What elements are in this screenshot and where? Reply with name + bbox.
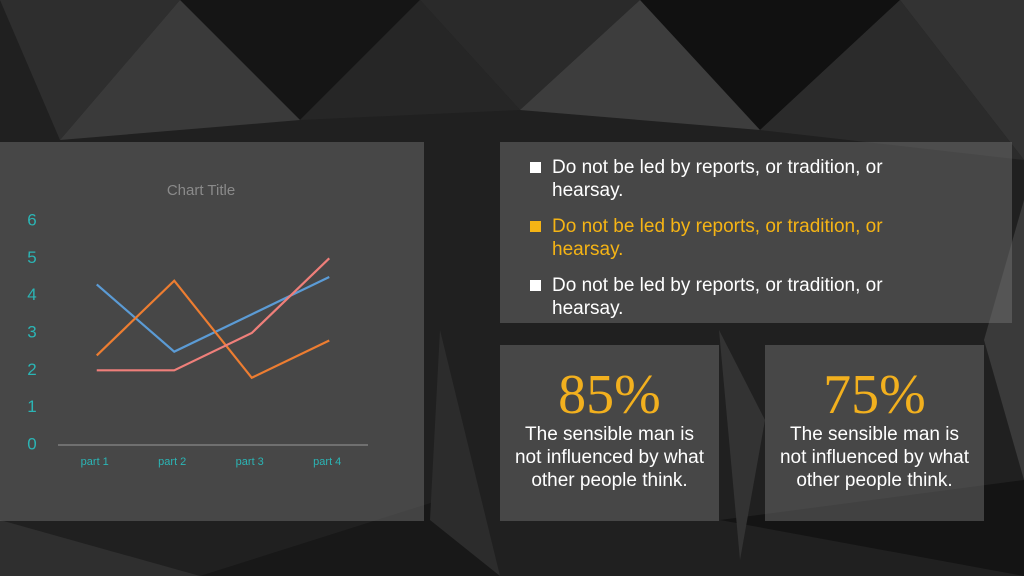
chart: Chart Title 0 1 2 3 4 5 6 part 1 part 2 part 3 par… — [27, 182, 368, 468]
stat-value: 85% — [558, 364, 661, 426]
bullet: Do not be led by reports, or tradition, … — [500, 215, 1012, 261]
y-tick-label: 3 — [27, 322, 36, 341]
bullet-panel: Do not be led by reports, or tradition, … — [500, 142, 1012, 323]
bullet-list: Do not be led by reports, or tradition, … — [500, 156, 1012, 320]
y-tick-label: 4 — [27, 285, 36, 304]
series-line — [95, 279, 330, 380]
x-tick-label: part 4 — [313, 456, 341, 468]
stat-text: The sensible man is not influenced by wh… — [779, 424, 970, 491]
y-tick-label: 5 — [27, 248, 36, 267]
series-line — [96, 257, 331, 372]
chart-panel — [0, 142, 424, 521]
stat-panel: 85% The sensible man is not influenced b… — [500, 345, 719, 521]
y-tick-label: 0 — [27, 434, 36, 453]
y-tick-label: 6 — [27, 210, 36, 229]
series-line — [96, 276, 330, 353]
stat-panel: 75% The sensible man is not influenced b… — [765, 345, 984, 521]
stat-text: The sensible man is not influenced by wh… — [514, 424, 705, 491]
bullet: Do not be led by reports, or tradition, … — [500, 274, 1012, 320]
chart-title: Chart Title — [167, 182, 235, 199]
y-tick-label: 1 — [27, 397, 36, 416]
x-tick-label: part 3 — [236, 456, 264, 468]
x-tick-label: part 1 — [81, 456, 109, 468]
bullet: Do not be led by reports, or tradition, … — [500, 156, 1012, 202]
x-tick-label: part 2 — [158, 456, 186, 468]
stat-value: 75% — [823, 364, 926, 426]
y-tick-label: 2 — [27, 360, 36, 379]
